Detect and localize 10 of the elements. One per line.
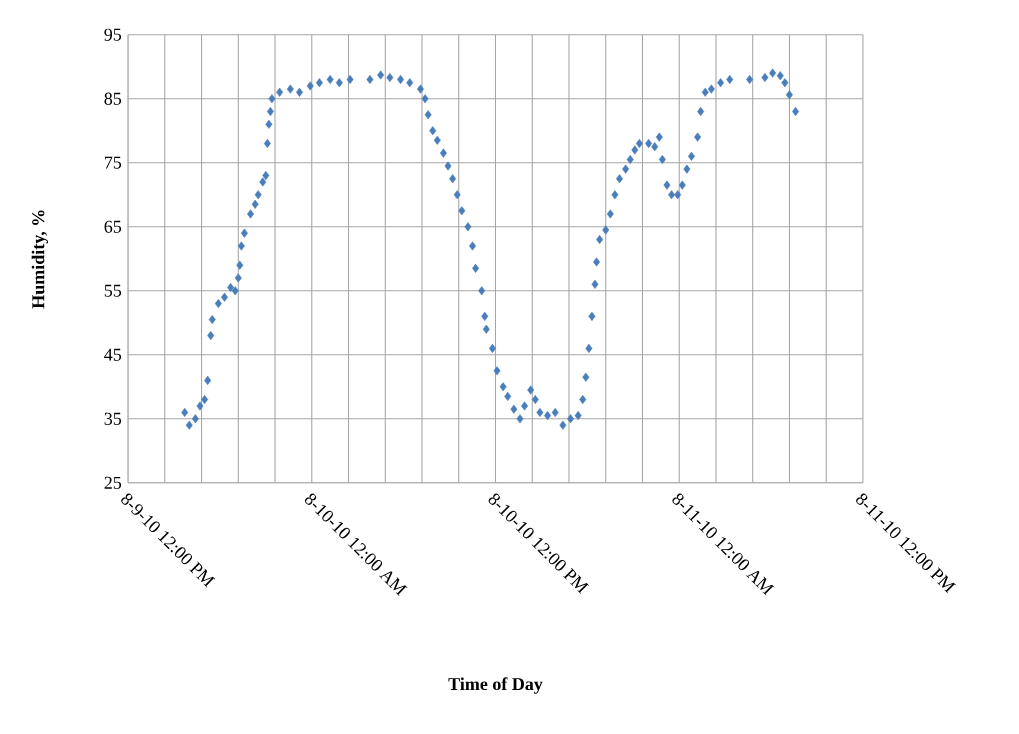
y-tick-label: 55: [104, 284, 122, 297]
y-tick-label: 95: [104, 28, 122, 41]
y-tick-label: 25: [104, 476, 122, 490]
y-tick-label: 85: [104, 92, 122, 105]
y-axis-title: Humidity, %: [31, 210, 49, 309]
y-tick-label: 65: [104, 220, 122, 233]
y-tick-label: 75: [104, 156, 122, 169]
y-tick-label: 35: [104, 412, 122, 426]
x-axis-title: Time of Day: [448, 677, 543, 695]
y-tick-label: 45: [104, 348, 122, 361]
